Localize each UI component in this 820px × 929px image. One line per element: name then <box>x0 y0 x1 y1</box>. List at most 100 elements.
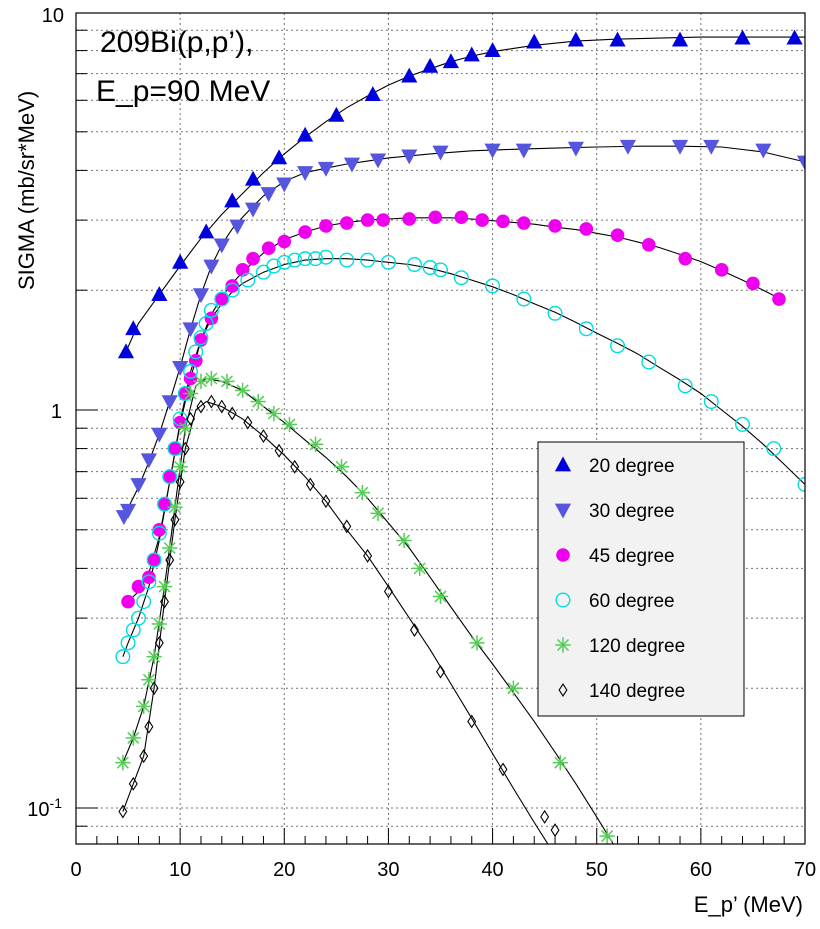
data-point <box>422 57 439 73</box>
diamond-icon <box>149 681 159 696</box>
data-point <box>567 31 584 47</box>
triangle-down-icon <box>317 161 335 177</box>
y-tick-label: 1 <box>51 401 62 423</box>
filled-circle-icon <box>548 219 562 233</box>
open-circle-icon <box>766 441 782 457</box>
data-point <box>229 219 246 235</box>
filled-circle-icon <box>610 228 625 242</box>
data-point <box>115 649 131 665</box>
legend-marker <box>558 683 568 697</box>
data-point <box>160 594 170 609</box>
triangle-down-icon <box>343 157 361 173</box>
x-tick-label: 10 <box>169 859 191 881</box>
open-circle-icon <box>485 278 501 294</box>
asterisk-icon <box>434 590 447 603</box>
triangle-up-icon <box>198 223 215 239</box>
data-point <box>485 278 501 294</box>
data-point <box>136 698 152 715</box>
triangle-down-icon <box>182 322 199 338</box>
diamond-icon <box>186 411 196 426</box>
triangle-up-icon <box>224 192 241 208</box>
diamond-icon <box>467 714 477 729</box>
data-point <box>786 29 803 45</box>
open-circle-icon <box>297 251 313 267</box>
asterisk-icon <box>158 580 171 593</box>
triangle-down-icon <box>161 395 178 411</box>
data-point <box>428 210 443 225</box>
triangle-down-icon <box>671 139 689 155</box>
data-point <box>402 212 417 226</box>
open-circle-icon <box>422 260 438 276</box>
data-point <box>146 649 162 665</box>
diamond-icon <box>170 512 180 527</box>
diamond-icon <box>118 804 128 819</box>
data-point <box>772 292 786 306</box>
open-circle-icon <box>188 344 204 360</box>
legend-label: 60 degree <box>589 591 675 612</box>
triangle-down-icon <box>567 141 584 157</box>
data-point <box>224 192 241 208</box>
asterisk-icon <box>236 384 249 397</box>
asterisk-icon <box>398 534 411 547</box>
triangle-down-icon <box>244 202 262 218</box>
open-circle-icon <box>318 249 334 265</box>
filled-circle-icon <box>235 263 250 277</box>
filled-circle-icon <box>152 523 167 537</box>
data-point <box>219 373 235 390</box>
data-point <box>317 161 335 177</box>
open-circle-icon <box>433 262 449 278</box>
data-point <box>517 216 531 230</box>
triangle-down-icon <box>484 143 501 159</box>
triangle-up-icon <box>328 106 345 122</box>
data-point <box>196 399 206 414</box>
data-point <box>156 578 173 595</box>
triangle-down-icon <box>203 259 220 275</box>
fit-curve-20-degree <box>125 36 805 353</box>
data-point <box>260 187 277 202</box>
data-point <box>548 219 562 233</box>
triangle-down-icon <box>172 360 189 376</box>
data-point <box>188 344 204 360</box>
data-point <box>271 149 288 165</box>
open-circle-icon <box>120 635 136 651</box>
asterisk-icon <box>252 395 265 408</box>
asterisk-icon <box>601 830 614 843</box>
data-point <box>276 254 292 270</box>
data-point <box>369 153 387 169</box>
data-point <box>409 623 419 637</box>
data-point <box>339 216 354 230</box>
data-point <box>677 378 693 394</box>
open-circle-icon <box>555 592 571 608</box>
data-point <box>246 251 260 266</box>
data-point <box>243 415 253 430</box>
diamond-icon <box>274 443 284 458</box>
triangle-down-icon <box>796 155 805 171</box>
y-tick-label: 10 <box>42 5 64 27</box>
data-point <box>186 411 196 426</box>
data-point <box>360 252 376 268</box>
open-circle-icon <box>287 252 303 268</box>
diamond-icon <box>139 749 149 764</box>
triangle-up-icon <box>172 253 189 269</box>
diamond-icon <box>227 406 237 421</box>
data-point <box>746 276 760 291</box>
data-point <box>432 145 449 161</box>
asterisk-icon <box>220 375 234 388</box>
data-point <box>139 749 149 764</box>
x-axis-ticks: 0 10 20 30 40 50 60 70 <box>70 828 816 881</box>
asterisk-icon <box>470 636 483 649</box>
diamond-icon <box>540 809 550 824</box>
filled-circle-icon <box>142 570 156 585</box>
data-point <box>319 219 333 233</box>
x-tick-label: 60 <box>690 859 712 881</box>
data-point <box>579 222 594 236</box>
open-circle-icon <box>516 291 532 307</box>
x-tick-label: 20 <box>273 859 295 881</box>
data-point <box>578 321 594 337</box>
data-point <box>552 755 568 771</box>
diamond-icon <box>305 477 315 492</box>
data-point <box>203 302 219 318</box>
filled-circle-icon <box>339 216 354 230</box>
data-point <box>161 395 178 411</box>
data-point <box>149 681 159 696</box>
